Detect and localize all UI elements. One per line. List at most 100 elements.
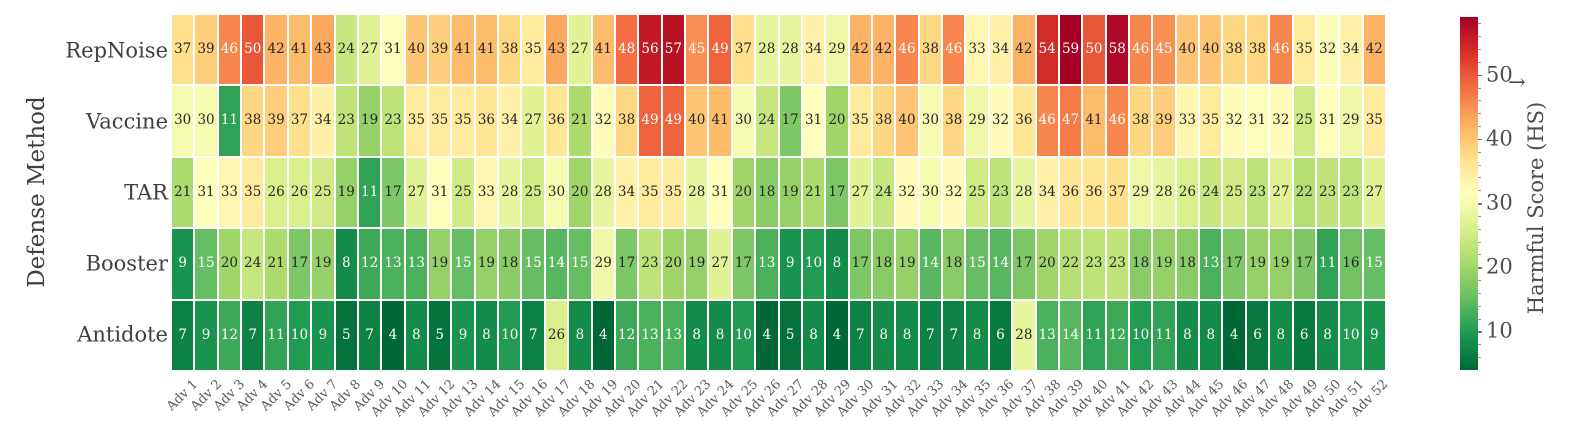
heatmap-cell: 40 — [896, 86, 918, 156]
heatmap-cell: 36 — [545, 86, 568, 156]
colorbar-minor-tick — [1478, 280, 1481, 282]
heatmap-cell: 46 — [218, 15, 241, 85]
heatmap-cell: 30 — [732, 86, 755, 156]
heatmap-cell: 28 — [592, 157, 614, 228]
heatmap-cell: 6 — [1246, 300, 1269, 370]
heatmap-cell: 24 — [1200, 157, 1222, 228]
heatmap-cell: 34 — [802, 15, 825, 85]
heatmap-cell: 15 — [569, 229, 591, 299]
heatmap-cell: 56 — [639, 15, 661, 85]
heatmap-cell: 12 — [1106, 300, 1128, 370]
heatmap-cell: 23 — [989, 157, 1012, 228]
heatmap-cell: 28 — [686, 157, 708, 228]
heatmap-cell: 42 — [265, 15, 287, 85]
heatmap-cell: 15 — [1363, 229, 1385, 299]
heatmap-cell: 15 — [452, 229, 474, 299]
colorbar-minor-tick — [1478, 318, 1481, 320]
heatmap-cell: 22 — [1059, 229, 1082, 299]
heatmap-cell: 5 — [779, 300, 801, 370]
heatmap-cell: 4 — [592, 300, 614, 370]
heatmap-cell: 49 — [662, 86, 685, 156]
heatmap-cell: 35 — [1200, 86, 1222, 156]
heatmap-cell: 24 — [242, 229, 264, 299]
heatmap-cell: 35 — [639, 157, 661, 228]
heatmap-cell: 12 — [218, 300, 241, 370]
colorbar-tick-label: 20 — [1486, 254, 1513, 279]
heatmap-cell: 8 — [569, 300, 591, 370]
heatmap-cell: 9 — [195, 300, 217, 370]
heatmap-cell: 13 — [1036, 300, 1058, 370]
heatmap-cell: 34 — [989, 15, 1012, 85]
heatmap-cell: 27 — [358, 15, 381, 85]
colorbar-major-tick — [1478, 74, 1482, 77]
heatmap-cell: 25 — [1293, 86, 1315, 156]
heatmap-cell: 5 — [335, 300, 357, 370]
heatmap-cell: 46 — [896, 15, 918, 85]
colorbar-minor-tick — [1478, 36, 1481, 38]
heatmap-cell: 20 — [662, 229, 685, 299]
heatmap-cell: 28 — [1153, 157, 1175, 228]
heatmap-cell: 24 — [872, 157, 895, 228]
heatmap-cell: 11 — [1316, 229, 1339, 299]
heatmap-cell: 25 — [522, 157, 544, 228]
colorbar-label: Harmful Score (HS) — [1524, 101, 1548, 315]
heatmap-cell: 32 — [592, 86, 614, 156]
heatmap-cell: 18 — [756, 157, 778, 228]
heatmap-cell: 17 — [849, 229, 871, 299]
heatmap-cell: 4 — [1223, 300, 1245, 370]
heatmap-cell: 35 — [405, 86, 428, 156]
heatmap-cell: 17 — [826, 157, 848, 228]
heatmap-cell: 42 — [849, 15, 871, 85]
colorbar-minor-tick — [1478, 190, 1481, 192]
heatmap-cell: 8 — [1200, 300, 1222, 370]
heatmap-cell: 7 — [172, 300, 194, 370]
heatmap-cell: 7 — [358, 300, 381, 370]
heatmap-cell: 36 — [1083, 157, 1105, 228]
heatmap-cell: 8 — [475, 300, 498, 370]
heatmap-cell: 50 — [242, 15, 264, 85]
heatmap-cell: 11 — [1083, 300, 1105, 370]
heatmap-cell: 28 — [779, 15, 801, 85]
heatmap-cell: 41 — [452, 15, 474, 85]
colorbar-minor-tick — [1478, 151, 1481, 153]
heatmap-cell: 14 — [989, 229, 1012, 299]
heatmap-cell: 19 — [1153, 229, 1175, 299]
heatmap-cell: 27 — [522, 86, 544, 156]
heatmap-cell: 30 — [172, 86, 194, 156]
heatmap-cell: 37 — [732, 15, 755, 85]
heatmap-cell: 40 — [1200, 15, 1222, 85]
heatmap-cell: 18 — [872, 229, 895, 299]
row-label-vaccine: Vaccine — [86, 109, 168, 134]
colorbar-major-tick — [1478, 267, 1482, 269]
colorbar-major-tick — [1478, 138, 1482, 141]
heatmap-cell: 37 — [1106, 157, 1128, 228]
heatmap-cell: 9 — [1363, 300, 1385, 370]
heatmap-cell: 45 — [1153, 15, 1175, 85]
heatmap-cell: 38 — [615, 86, 638, 156]
heatmap-cell: 7 — [943, 300, 965, 370]
heatmap-cell: 19 — [358, 86, 381, 156]
heatmap-cell: 27 — [569, 15, 591, 85]
heatmap-cell: 39 — [265, 86, 287, 156]
heatmap-cell: 39 — [1153, 86, 1175, 156]
heatmap-cell: 38 — [943, 86, 965, 156]
heatmap-cell: 17 — [615, 229, 638, 299]
heatmap-cell: 19 — [779, 157, 801, 228]
colorbar-minor-tick — [1478, 100, 1481, 102]
heatmap-cell: 26 — [545, 300, 568, 370]
heatmap-cell: 19 — [1246, 229, 1269, 299]
heatmap-cell: 37 — [172, 15, 194, 85]
heatmap-cell: 21 — [172, 157, 194, 228]
heatmap-cell: 21 — [569, 86, 591, 156]
heatmap-cell: 41 — [709, 86, 731, 156]
heatmap-cell: 7 — [919, 300, 942, 370]
heatmap-cell: 8 — [826, 229, 848, 299]
heatmap-cell: 57 — [662, 15, 685, 85]
heatmap-cell: 8 — [1270, 300, 1292, 370]
colorbar-gradient — [1460, 17, 1478, 370]
heatmap-cell: 17 — [288, 229, 311, 299]
heatmap-cell: 29 — [826, 15, 848, 85]
heatmap-cell: 8 — [872, 300, 895, 370]
heatmap-cell: 8 — [802, 300, 825, 370]
heatmap-cell: 34 — [1340, 15, 1362, 85]
